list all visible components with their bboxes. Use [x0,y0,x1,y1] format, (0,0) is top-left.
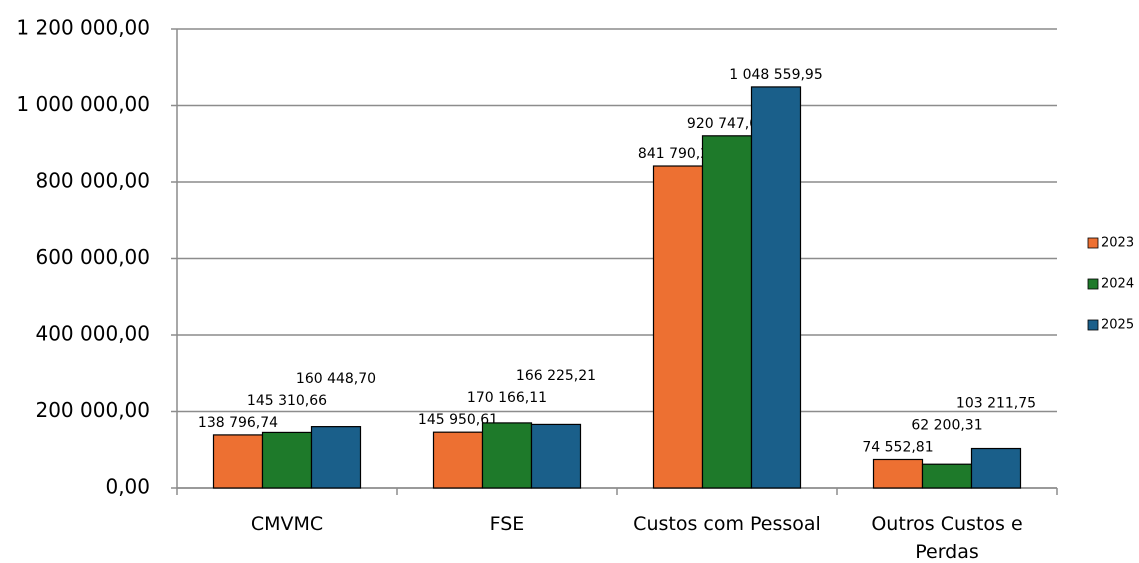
legend-swatch [1087,278,1099,290]
data-label: 62 200,31 [911,417,982,433]
data-label: 74 552,81 [862,439,933,455]
y-tick-label: 800 000,00 [35,169,150,193]
data-label: 166 225,21 [516,368,596,384]
data-label: 145 950,61 [418,412,498,428]
bar [530,423,582,489]
bar [481,422,533,489]
bar [701,135,753,489]
y-tick-label: 1 000 000,00 [16,92,150,116]
data-label: 145 310,66 [247,393,327,409]
legend-label: 2025 [1101,318,1134,333]
bar [970,447,1022,489]
y-tick-label: 0,00 [105,475,150,499]
x-tick-label: Custos com Pessoal [633,513,821,535]
bar [750,86,802,489]
legend-label: 2023 [1101,236,1134,251]
data-label: 841 790,27 [638,146,718,162]
y-tick-label: 400 000,00 [35,322,150,346]
bar [432,431,484,489]
legend-label: 2024 [1101,277,1134,292]
bar [212,434,264,489]
bar [872,458,924,489]
data-label: 1 048 559,95 [729,67,823,83]
bar [921,463,973,489]
bar [310,426,362,489]
legend-swatch [1087,319,1099,331]
data-label: 170 166,11 [467,390,547,406]
x-tick-label: FSE [489,513,525,535]
y-tick-label: 600 000,00 [35,245,150,269]
legend-swatch [1087,237,1099,249]
x-tick-label: CMVMC [250,513,324,535]
data-label: 138 796,74 [198,415,278,431]
y-tick-label: 200 000,00 [35,398,150,422]
bar [652,165,704,489]
data-label: 920 747,05 [687,116,767,132]
x-tick-label: Outros Custos e Perdas [871,513,1023,563]
data-label: 160 448,70 [296,371,376,387]
bar [261,431,313,489]
y-tick-label: 1 200 000,00 [16,16,150,40]
data-label: 103 211,75 [956,395,1036,411]
